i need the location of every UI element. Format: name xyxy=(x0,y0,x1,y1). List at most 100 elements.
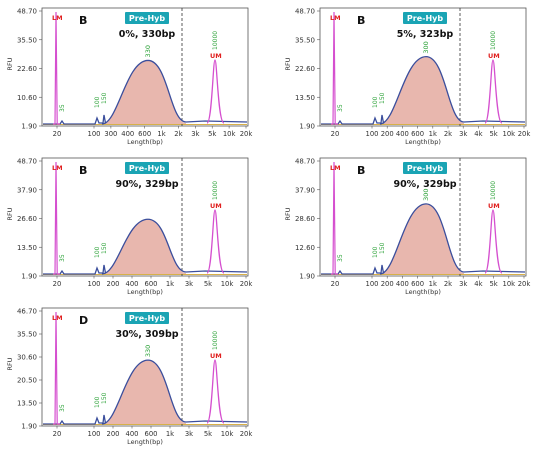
y-axis-label: RFU xyxy=(284,207,292,220)
x-tick-label: 10k xyxy=(221,430,234,438)
fragment-peak-label: 100 xyxy=(94,396,101,408)
x-tick-label: 2k xyxy=(174,130,182,138)
y-tick-label: 13.50 xyxy=(17,400,37,408)
lower-marker-spike xyxy=(53,11,60,125)
lower-marker-spike xyxy=(331,11,338,125)
x-tick-label: 3k xyxy=(191,130,199,138)
sample-trace xyxy=(43,59,248,125)
upper-marker-size-label: 10000 xyxy=(212,181,219,200)
lower-marker-spike xyxy=(53,161,60,275)
x-tick-label: 100 xyxy=(88,280,101,288)
x-tick-label: 20k xyxy=(240,430,253,438)
x-tick-label: 600 xyxy=(411,130,424,138)
x-tick-label: 20 xyxy=(53,130,62,138)
fragment-peak-label: 150 xyxy=(101,392,108,404)
x-tick-label: 20 xyxy=(331,130,340,138)
x-tick-label: 400 xyxy=(396,280,409,288)
panel-letter: B xyxy=(357,164,365,177)
y-tick-label: 28.60 xyxy=(295,215,315,223)
lower-marker-spike xyxy=(331,161,338,275)
pre-hyb-badge xyxy=(125,12,169,24)
x-tick-label: 1k xyxy=(429,280,437,288)
y-tick-label: 1.90 xyxy=(299,273,315,281)
x-tick-label: 20 xyxy=(53,430,62,438)
y-tick-label: 22.60 xyxy=(17,65,37,73)
y-tick-label: 26.60 xyxy=(17,215,37,223)
x-axis-label: Length(bp) xyxy=(127,138,163,146)
y-tick-label: 1.90 xyxy=(21,423,37,431)
pre-hyb-badge-text: Pre-Hyb xyxy=(129,314,165,323)
upper-marker-spike xyxy=(484,209,503,274)
pre-hyb-badge xyxy=(403,12,447,24)
y-tick-label: 37.90 xyxy=(17,186,37,194)
sample-trace xyxy=(43,359,248,425)
x-tick-label: 20k xyxy=(518,130,531,138)
y-tick-label: 13.50 xyxy=(295,94,315,102)
y-tick-label: 30.60 xyxy=(17,354,37,362)
main-peak-fill xyxy=(380,56,464,124)
fragment-peak-label: 100 xyxy=(372,96,379,108)
main-peak-fill xyxy=(102,60,186,124)
fragment-peak-label: 35 xyxy=(59,104,66,112)
x-tick-label: 400 xyxy=(126,280,139,288)
main-peak-size-label: 300 xyxy=(422,188,430,200)
electropherogram-panel: 46.70 35.50 30.60 20.50 13.50 1.90 RFU 20 100 200… xyxy=(0,302,270,448)
upper-marker-spike xyxy=(206,209,225,274)
upper-marker-label: UM xyxy=(210,52,222,60)
upper-marker-size-label: 10000 xyxy=(490,31,497,50)
lower-marker-label: LM xyxy=(330,14,341,22)
upper-marker-label: UM xyxy=(488,52,500,60)
pre-hyb-badge xyxy=(403,162,447,174)
lower-marker-label: LM xyxy=(52,314,63,322)
y-axis-label: RFU xyxy=(6,207,14,220)
main-peak-size-label: 300 xyxy=(422,41,430,53)
y-tick-label: 12.60 xyxy=(295,244,315,252)
fragment-peak-label: 35 xyxy=(337,254,344,262)
y-axis-label: RFU xyxy=(6,357,14,370)
panel-letter: B xyxy=(357,14,365,27)
lower-marker-label: LM xyxy=(330,164,341,172)
fragment-peak-label: 150 xyxy=(101,242,108,254)
y-tick-label: 1.90 xyxy=(299,123,315,131)
y-axis-label: RFU xyxy=(6,57,14,70)
main-peak-size-label: 330 xyxy=(144,45,152,57)
y-tick-label: 48.70 xyxy=(295,158,315,166)
x-tick-label: 3k xyxy=(185,280,193,288)
x-tick-label: 5k xyxy=(204,430,212,438)
y-tick-label: 46.70 xyxy=(17,308,37,316)
fragment-peak-label: 35 xyxy=(337,104,344,112)
x-tick-label: 4k xyxy=(474,130,482,138)
sample-trace xyxy=(321,56,526,125)
panel-subtitle: 5%, 323bp xyxy=(397,29,454,40)
x-tick-label: 5k xyxy=(204,280,212,288)
y-tick-label: 10.60 xyxy=(17,94,37,102)
upper-marker-spike xyxy=(206,59,225,124)
main-peak-fill xyxy=(102,360,186,424)
electropherogram-svg: 46.70 35.50 30.60 20.50 13.50 1.90 RFU 20 100 200… xyxy=(6,308,253,447)
x-tick-label: 1k xyxy=(166,430,174,438)
upper-marker-label: UM xyxy=(210,352,222,360)
upper-marker-size-label: 10000 xyxy=(212,31,219,50)
x-tick-label: 20k xyxy=(240,280,253,288)
x-tick-label: 200 xyxy=(381,280,394,288)
panel-subtitle: 90%, 329bp xyxy=(115,179,178,190)
pre-hyb-badge-text: Pre-Hyb xyxy=(129,164,165,173)
fragment-peak-label: 100 xyxy=(94,96,101,108)
upper-marker-size-label: 10000 xyxy=(490,181,497,200)
x-tick-label: 400 xyxy=(126,430,139,438)
x-tick-label: 2k xyxy=(444,130,452,138)
x-tick-label: 20k xyxy=(240,130,253,138)
electropherogram-panel: 48.70 37.90 26.60 13.50 1.90 RFU 20 100 200 400 60… xyxy=(0,152,270,298)
x-tick-label: 100 xyxy=(366,280,379,288)
x-tick-label: 1k xyxy=(429,130,437,138)
x-tick-label: 200 xyxy=(107,280,120,288)
electropherogram-panel: 48.70 35.50 22.60 10.60 1.90 RFU 20 100 300 400 60… xyxy=(0,2,270,148)
y-tick-label: 37.90 xyxy=(295,186,315,194)
panel-letter: B xyxy=(79,164,87,177)
pre-hyb-badge-text: Pre-Hyb xyxy=(407,14,443,23)
electropherogram-panel: 48.70 37.90 28.60 12.60 1.90 RFU 20 100 200 400 60… xyxy=(278,152,548,298)
y-axis-label: RFU xyxy=(284,57,292,70)
x-tick-label: 600 xyxy=(145,280,158,288)
upper-marker-size-label: 10000 xyxy=(212,331,219,350)
x-tick-label: 100 xyxy=(88,130,101,138)
